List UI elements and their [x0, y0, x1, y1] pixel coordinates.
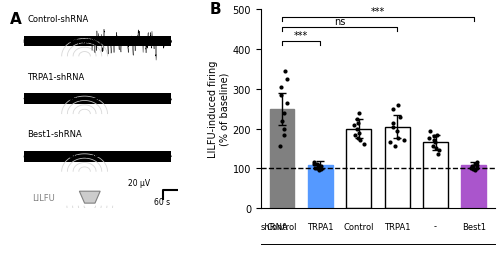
Point — [310, 163, 318, 167]
Text: Best1-shRNA: Best1-shRNA — [28, 130, 82, 139]
Text: shRNA: shRNA — [261, 222, 288, 231]
Bar — [384, 127, 409, 208]
Text: 20 μV: 20 μV — [128, 179, 150, 187]
Bar — [308, 166, 333, 208]
Point — [426, 129, 434, 133]
Point — [356, 139, 364, 143]
Point — [317, 165, 325, 169]
Polygon shape — [80, 192, 100, 203]
Point — [434, 153, 442, 157]
Point — [388, 125, 396, 129]
Text: 60 s: 60 s — [154, 197, 170, 206]
Point — [280, 127, 287, 131]
Point — [313, 166, 321, 170]
FancyBboxPatch shape — [24, 151, 172, 162]
Point — [468, 167, 476, 171]
Point — [473, 164, 481, 168]
Point — [429, 145, 437, 149]
FancyBboxPatch shape — [24, 94, 172, 105]
Point — [355, 111, 363, 115]
Point — [394, 137, 402, 141]
Point — [284, 77, 292, 82]
Text: ***: *** — [294, 31, 308, 41]
Text: LILFU: LILFU — [32, 193, 56, 202]
Point — [386, 141, 394, 145]
Text: TRPA1: TRPA1 — [307, 222, 334, 231]
Text: Control: Control — [344, 222, 374, 231]
Y-axis label: LILFU-induced firing
(% of baseline): LILFU-induced firing (% of baseline) — [208, 61, 230, 158]
Point — [280, 111, 288, 115]
Point — [432, 133, 440, 137]
FancyBboxPatch shape — [24, 36, 172, 47]
Point — [431, 141, 439, 145]
Point — [471, 169, 479, 173]
Point — [350, 123, 358, 127]
Point — [277, 85, 285, 89]
Bar — [462, 166, 486, 208]
Text: B: B — [210, 2, 221, 17]
Text: Control-shRNA: Control-shRNA — [28, 15, 88, 24]
Point — [435, 149, 443, 153]
Point — [469, 167, 477, 171]
Point — [430, 135, 438, 139]
Point — [354, 121, 362, 125]
Point — [351, 133, 359, 137]
Point — [310, 161, 318, 165]
Point — [352, 127, 360, 131]
Text: Control: Control — [266, 222, 297, 231]
Point — [360, 143, 368, 147]
Point — [389, 107, 397, 111]
Point — [474, 161, 482, 165]
Point — [280, 133, 288, 137]
Point — [471, 162, 479, 166]
Bar — [270, 109, 294, 208]
Point — [315, 167, 323, 171]
Text: -: - — [434, 222, 437, 231]
Point — [400, 139, 407, 143]
Point — [430, 139, 438, 143]
Point — [276, 145, 284, 149]
Point — [354, 137, 362, 141]
Point — [318, 167, 326, 171]
Point — [355, 131, 363, 135]
Text: TRPA1-shRNA: TRPA1-shRNA — [28, 73, 84, 82]
Text: ***: *** — [371, 7, 385, 17]
Point — [312, 167, 320, 171]
Point — [315, 169, 323, 173]
Text: TRPA1: TRPA1 — [384, 222, 410, 231]
Point — [432, 147, 440, 151]
Point — [314, 164, 322, 168]
Point — [396, 115, 404, 119]
Point — [391, 145, 399, 149]
Point — [467, 166, 475, 170]
Point — [390, 121, 398, 125]
Point — [278, 119, 285, 123]
Point — [394, 103, 402, 107]
Point — [393, 129, 401, 133]
Point — [313, 162, 321, 166]
Point — [277, 93, 285, 97]
Bar — [346, 129, 371, 208]
Point — [353, 117, 361, 121]
Point — [474, 167, 482, 171]
Point — [468, 165, 475, 169]
Text: Best1: Best1 — [462, 222, 486, 231]
Point — [472, 163, 480, 167]
Point — [280, 70, 288, 74]
Point — [426, 137, 434, 141]
Point — [283, 101, 291, 105]
Text: A: A — [10, 12, 22, 27]
Bar — [423, 143, 448, 208]
Text: ns: ns — [334, 17, 345, 27]
